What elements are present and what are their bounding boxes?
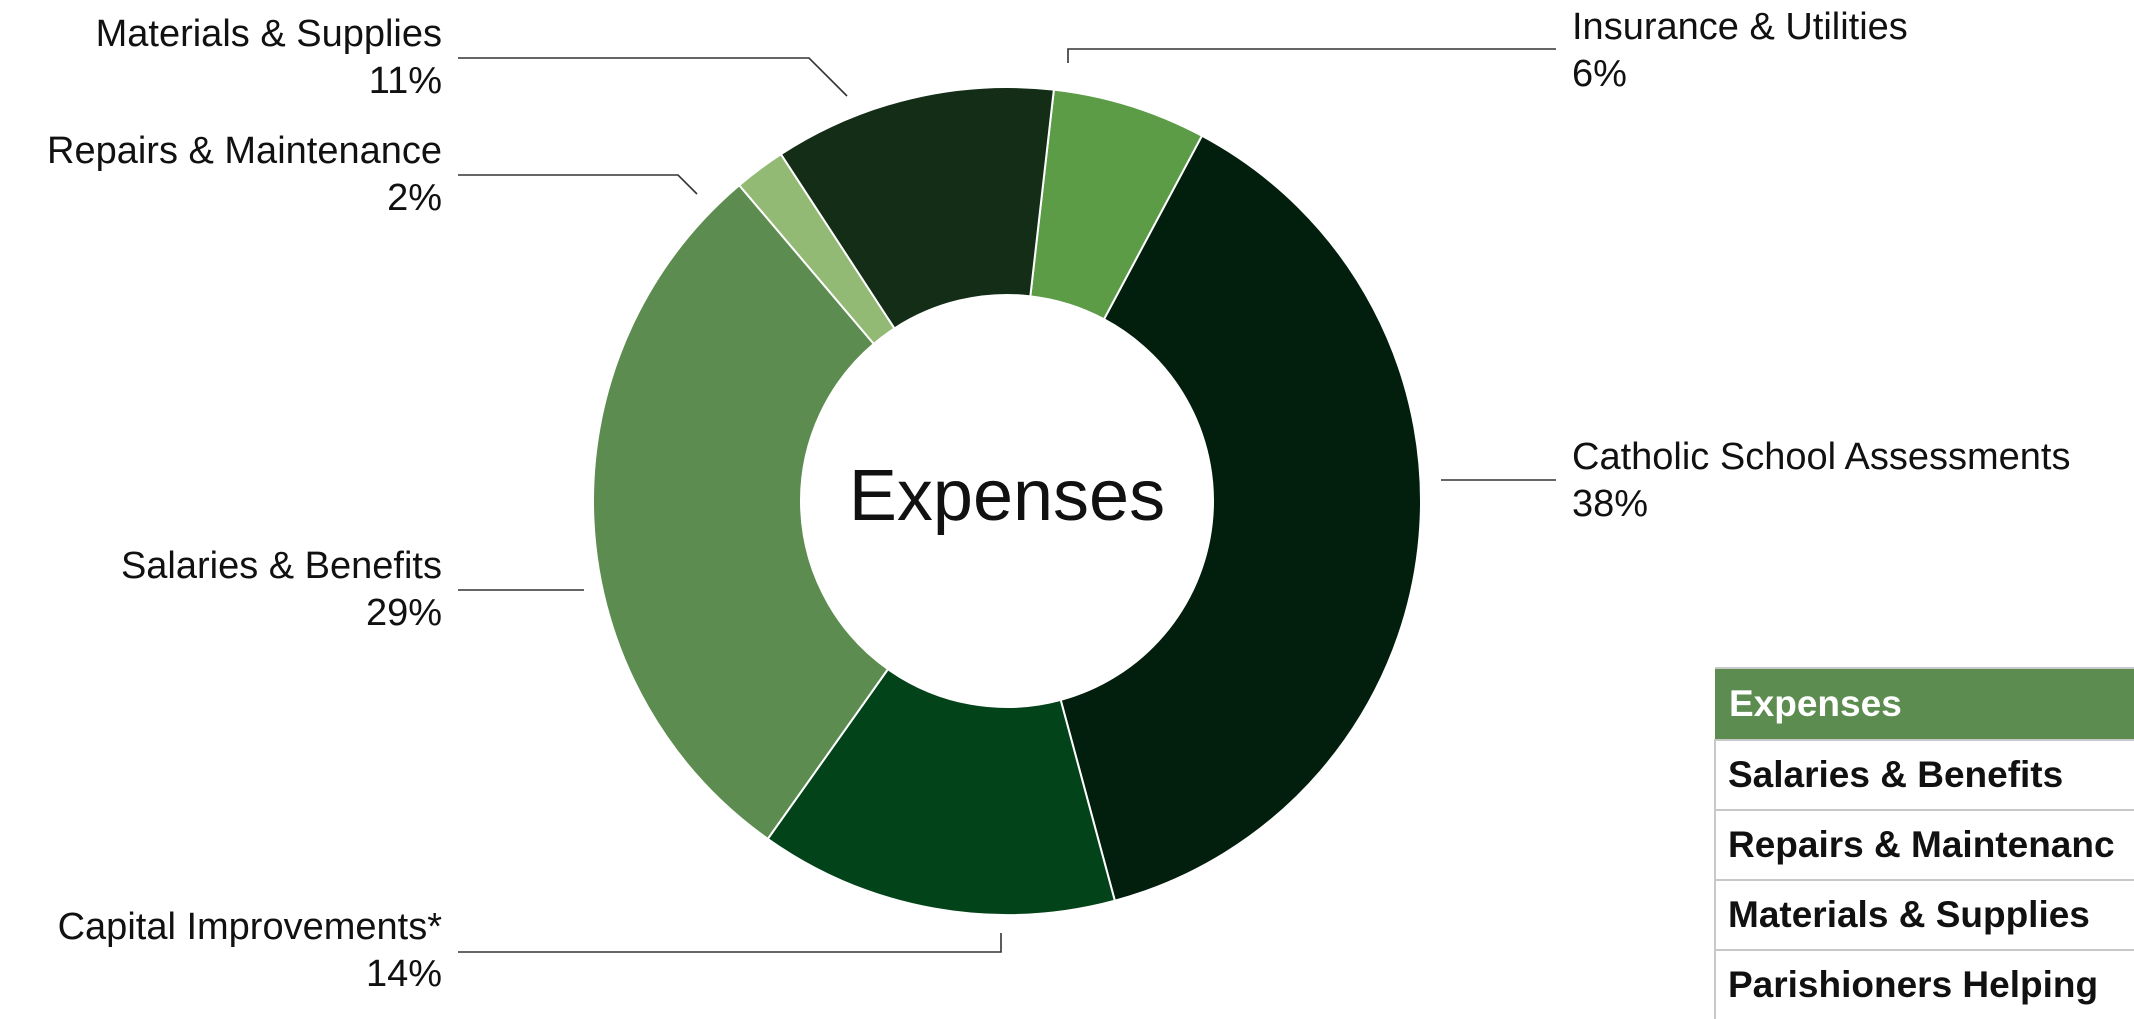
chart-center-title: Expenses <box>849 456 1165 536</box>
table-row: Salaries & Benefits <box>1714 739 2134 810</box>
slice-salaries-benefits <box>592 183 890 841</box>
table-header-row: Expenses <box>1715 667 2134 740</box>
leader-line-insurance-utilities <box>1067 48 1556 63</box>
slice-label-catholic-school-assessments: Catholic School Assessments <box>1572 436 2070 478</box>
table-cell: Parishioners Helping <box>1714 949 2134 1019</box>
slice-label-materials-supplies: Materials & Supplies <box>96 13 442 55</box>
leader-line-capital-improvements <box>458 933 1002 953</box>
slice-percent-salaries-benefits: 29% <box>366 592 442 634</box>
leader-line-repairs-maintenance <box>458 174 698 195</box>
slice-percent-materials-supplies: 11% <box>369 60 442 102</box>
table-cell: Salaries & Benefits <box>1714 739 2134 810</box>
slice-percent-insurance-utilities: 6% <box>1572 53 1627 95</box>
slice-percent-repairs-maintenance: 2% <box>387 177 442 219</box>
slice-label-salaries-benefits: Salaries & Benefits <box>121 545 442 587</box>
table-cell: Repairs & Maintenanc <box>1714 809 2134 880</box>
table-row: Parishioners Helping <box>1714 949 2134 1019</box>
callout-labels: Insurance & Utilities 6% Catholic School A… <box>47 6 2070 995</box>
table-row: Materials & Supplies <box>1714 879 2134 950</box>
table-cell: Materials & Supplies <box>1714 879 2134 950</box>
slice-materials-supplies <box>779 86 1055 330</box>
slice-percent-catholic-school-assessments: 38% <box>1572 483 1648 525</box>
slice-percent-capital-improvements: 14% <box>366 953 442 995</box>
donut-slices <box>592 86 1422 916</box>
slice-label-repairs-maintenance: Repairs & Maintenance <box>47 130 442 172</box>
slice-label-insurance-utilities: Insurance & Utilities <box>1572 6 1908 48</box>
table-row: Repairs & Maintenanc <box>1714 809 2134 880</box>
slice-capital-improvements <box>766 667 1117 916</box>
table-header-expenses: Expenses <box>1715 667 2134 740</box>
leader-line-materials-supplies <box>458 57 848 97</box>
expenses-summary-table: Expenses Salaries & Benefits Repairs & M… <box>1714 667 2134 1019</box>
slice-label-capital-improvements: Capital Improvements* <box>58 906 443 948</box>
callout-leader-lines <box>458 48 1556 953</box>
slice-catholic-school-assessments <box>1059 134 1422 902</box>
